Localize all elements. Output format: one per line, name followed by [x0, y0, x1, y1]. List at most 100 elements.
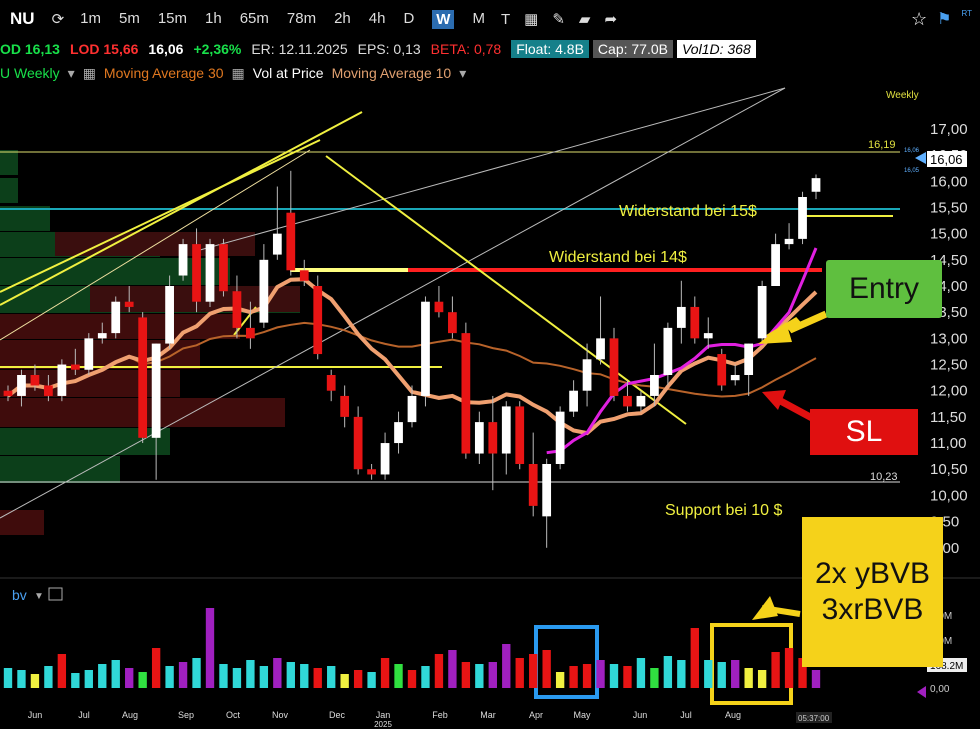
- rt-label: RT: [961, 8, 972, 18]
- volume-bar: [246, 660, 255, 688]
- candle-body: [151, 343, 161, 438]
- volume-bar: [448, 650, 457, 688]
- volume-bar: [273, 658, 282, 688]
- timeframe-5m[interactable]: 5m: [118, 9, 140, 27]
- text-tool-icon[interactable]: T: [500, 10, 511, 28]
- timeframe-m[interactable]: M: [472, 9, 485, 27]
- timeframe-1h[interactable]: 1h: [205, 9, 222, 27]
- timeframe-w[interactable]: W: [432, 9, 455, 29]
- ma30-label[interactable]: Moving Average 30: [103, 65, 224, 81]
- high-of-day: OD 16,13: [0, 41, 60, 57]
- chevron-down-icon[interactable]: ▼: [34, 591, 44, 602]
- folder-icon[interactable]: ▰: [578, 11, 591, 28]
- price-tick-label: 12,00: [930, 383, 968, 400]
- candle-body: [569, 390, 578, 412]
- price-tick-label: 10,00: [930, 487, 968, 504]
- vap-row: [0, 150, 18, 175]
- flag-icon[interactable]: ⚑: [937, 10, 952, 28]
- chevron-down-icon[interactable]: ▾: [67, 64, 75, 81]
- volume-bar: [650, 668, 659, 688]
- ticker-symbol[interactable]: NU: [10, 9, 35, 28]
- timeframe-d[interactable]: D: [403, 9, 415, 27]
- resistance-15-label: Widerstand bei 15$: [619, 203, 757, 220]
- month-tick-label: Jul: [78, 710, 90, 720]
- candle-body: [488, 422, 498, 454]
- candle-body: [623, 395, 632, 407]
- pen-icon[interactable]: ✎: [552, 11, 565, 28]
- month-tick-label: May: [573, 710, 591, 720]
- price-tick-label: 15,00: [930, 226, 968, 243]
- vap-row: [0, 258, 230, 285]
- candle-body: [744, 343, 754, 375]
- candle-body: [474, 422, 484, 454]
- timeframe-1m[interactable]: 1m: [80, 9, 101, 27]
- grid-icon[interactable]: [48, 587, 63, 601]
- volume-bar: [57, 654, 67, 688]
- star-icon[interactable]: ☆: [910, 8, 928, 29]
- timeframe-4h[interactable]: 4h: [368, 9, 386, 27]
- candle-body: [650, 375, 659, 396]
- candle-body: [205, 244, 215, 302]
- timeframe-78m[interactable]: 78m: [286, 9, 317, 27]
- candle-body: [326, 375, 336, 391]
- price-tick-label: 11,50: [930, 409, 966, 426]
- period-label[interactable]: U Weekly: [0, 65, 60, 81]
- level-1023-label: 10,23: [870, 471, 898, 483]
- volume-bar: [98, 664, 107, 688]
- downtrend-line: [325, 155, 687, 425]
- toolbar: NU ⟳ 1m 5m 15m 1h 65m 78m 2h 4h D W M T ▦ ✎ ▰ ➦ ☆ …: [0, 0, 980, 38]
- time-label: 05:37:00: [798, 714, 830, 723]
- price-axis: 17,0016,5016,0015,5015,0014,5014,0013,50…: [915, 121, 968, 557]
- channel-line-top: [199, 87, 786, 251]
- month-tick-label: Feb: [432, 710, 448, 720]
- entry-callout: Entry: [826, 260, 942, 318]
- volume-bar: [475, 664, 484, 688]
- timeframe-15m[interactable]: 15m: [157, 9, 188, 27]
- volume-bar: [151, 648, 161, 688]
- candle-body: [703, 333, 713, 339]
- candle-body: [259, 259, 269, 323]
- volume-bar: [623, 666, 632, 688]
- grid-icon[interactable]: ▦: [82, 64, 96, 81]
- vap-label[interactable]: Vol at Price: [252, 65, 324, 81]
- timeframe-2h[interactable]: 2h: [334, 9, 351, 27]
- candle-body: [542, 464, 552, 517]
- quote-bar: OD 16,13 LOD 15,66 16,06 +2,36% ER: 12.1…: [0, 38, 980, 60]
- candle-body: [421, 301, 430, 396]
- candle-body: [596, 338, 605, 360]
- candle-body: [690, 306, 700, 339]
- year-tick-label: 2025: [374, 720, 392, 729]
- grid-icon[interactable]: ▦: [231, 64, 245, 81]
- candle-body: [219, 244, 228, 292]
- month-tick-label: Oct: [226, 710, 241, 720]
- volume-bar: [407, 670, 417, 688]
- candle-body: [84, 338, 94, 370]
- month-tick-label: Dec: [329, 710, 346, 720]
- timeframe-65m[interactable]: 65m: [239, 9, 269, 27]
- volume-bar: [313, 668, 322, 688]
- volume-at-price-bars: [0, 150, 300, 535]
- volume-pane-label[interactable]: bv: [12, 587, 27, 603]
- candle-body: [44, 385, 53, 396]
- candle-body: [555, 411, 565, 464]
- volume-bar: [340, 674, 349, 688]
- share-icon[interactable]: ➦: [604, 11, 618, 28]
- candle-body: [501, 406, 511, 454]
- volume-bar: [286, 662, 295, 688]
- chevron-down-icon[interactable]: ▾: [459, 64, 467, 81]
- bvb-callout: 2x yBVB 3xrBVB: [802, 517, 943, 667]
- candle-body: [448, 312, 457, 334]
- stop-loss-callout: SL: [810, 409, 918, 455]
- candle-body: [811, 178, 821, 192]
- support-10-label: Support bei 10 $: [665, 502, 783, 519]
- table-icon[interactable]: ▦: [524, 11, 539, 28]
- ma10-label[interactable]: Moving Average 10: [331, 65, 452, 81]
- candle-body: [730, 375, 740, 381]
- volume-bar: [30, 674, 40, 688]
- refresh-icon[interactable]: ⟳: [51, 11, 65, 28]
- candle-body: [717, 354, 727, 386]
- vap-row: [0, 178, 18, 203]
- candle-body: [313, 286, 323, 355]
- candle-body: [286, 212, 296, 271]
